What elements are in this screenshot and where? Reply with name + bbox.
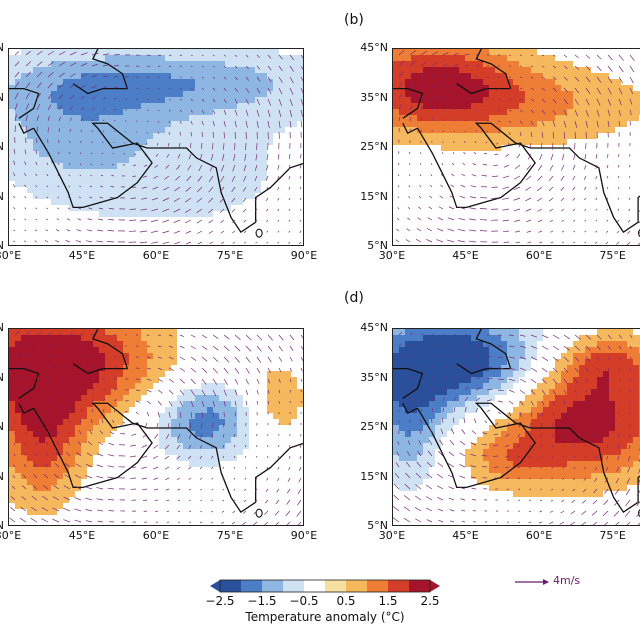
map-canvas-d bbox=[393, 329, 640, 525]
map-canvas-b bbox=[393, 49, 640, 245]
colorbar-segment-6 bbox=[346, 580, 368, 592]
x-tick-c-3: 75°E bbox=[216, 529, 244, 542]
colorbar-tick-5: 2.5 bbox=[420, 594, 440, 608]
x-tick-b-3: 75°E bbox=[599, 249, 626, 262]
colorbar-tick-0: −2.5 bbox=[205, 594, 235, 608]
y-tick-b-3: 15°N bbox=[360, 189, 388, 203]
y-tick-a-3: 15°N bbox=[0, 190, 4, 203]
y-tick-a-2: 25°N bbox=[0, 140, 4, 153]
colorbar-tick-4: 1.5 bbox=[378, 594, 398, 608]
y-tick-b-4: 5°N bbox=[367, 239, 388, 252]
colorbar-right-arrow bbox=[430, 580, 440, 592]
reference-vector-label: 4m/s bbox=[553, 574, 581, 587]
x-tick-b-2: 60°E bbox=[525, 249, 553, 262]
panel-label-d: (d) bbox=[344, 290, 364, 306]
colorbar-segment-7 bbox=[367, 580, 389, 592]
map-canvas-a bbox=[9, 49, 303, 245]
colorbar-segment-8 bbox=[388, 580, 410, 592]
colorbar-segment-9 bbox=[409, 580, 431, 592]
colorbar-segment-3 bbox=[283, 580, 305, 592]
x-tick-d-3: 75°E bbox=[599, 529, 626, 542]
colorbar-tick-1: −1.5 bbox=[247, 594, 277, 608]
panel-label-b: (b) bbox=[344, 12, 364, 28]
x-tick-a-0: 30°E bbox=[0, 249, 22, 262]
y-tick-d-4: 5°N bbox=[367, 519, 388, 532]
colorbar-tick-3: 0.5 bbox=[336, 594, 356, 608]
y-tick-b-1: 35°N bbox=[360, 90, 388, 104]
map-panel-b bbox=[392, 48, 640, 246]
y-tick-c-1: 35°N bbox=[0, 371, 4, 384]
colorbar-bar bbox=[210, 579, 440, 593]
colorbar-segment-1 bbox=[241, 580, 263, 592]
y-tick-d-1: 35°N bbox=[360, 370, 388, 384]
map-panel-a bbox=[8, 48, 304, 246]
x-tick-a-1: 45°E bbox=[68, 249, 96, 262]
y-tick-a-1: 35°N bbox=[0, 91, 4, 104]
y-tick-c-2: 25°N bbox=[0, 420, 4, 433]
map-canvas-c bbox=[9, 329, 303, 525]
x-tick-c-1: 45°E bbox=[68, 529, 96, 542]
x-tick-a-3: 75°E bbox=[216, 249, 244, 262]
y-tick-d-3: 15°N bbox=[360, 469, 388, 483]
colorbar-left-arrow bbox=[210, 580, 220, 592]
x-tick-a-2: 60°E bbox=[142, 249, 170, 262]
y-tick-c-3: 15°N bbox=[0, 470, 4, 483]
colorbar-title: Temperature anomaly (°C) bbox=[245, 610, 405, 624]
x-tick-c-4: 90°E bbox=[290, 529, 318, 542]
y-tick-b-0: 45°N bbox=[360, 41, 388, 54]
x-tick-a-4: 90°E bbox=[290, 249, 318, 262]
x-tick-c-2: 60°E bbox=[142, 529, 170, 542]
y-tick-d-0: 45°N bbox=[360, 321, 388, 334]
map-panel-c bbox=[8, 328, 304, 526]
colorbar-segment-5 bbox=[325, 580, 347, 592]
colorbar-segment-0 bbox=[220, 580, 242, 592]
y-tick-d-2: 25°N bbox=[360, 420, 388, 433]
map-panel-d bbox=[392, 328, 640, 526]
y-tick-a-0: 45°N bbox=[0, 41, 4, 54]
y-tick-c-0: 45°N bbox=[0, 321, 4, 334]
x-tick-d-1: 45°E bbox=[452, 529, 479, 542]
x-tick-c-0: 30°E bbox=[0, 529, 22, 542]
x-tick-d-2: 60°E bbox=[525, 529, 553, 542]
reference-arrow-icon bbox=[515, 579, 549, 585]
colorbar-tick-2: −0.5 bbox=[289, 594, 319, 608]
x-tick-d-0: 30°E bbox=[378, 529, 406, 542]
colorbar-segment-4 bbox=[304, 580, 326, 592]
reference-vector: 4m/s bbox=[513, 572, 603, 592]
colorbar: −2.5 −1.5 −0.5 0.5 1.5 2.5 Temperature anomal… bbox=[200, 578, 450, 628]
y-tick-a-4: 5°N bbox=[0, 239, 4, 252]
colorbar-segment-2 bbox=[262, 580, 284, 592]
x-tick-b-0: 30°E bbox=[378, 249, 406, 262]
x-tick-b-1: 45°E bbox=[452, 249, 479, 262]
y-tick-c-4: 5°N bbox=[0, 519, 4, 532]
y-tick-b-2: 25°N bbox=[360, 140, 388, 153]
